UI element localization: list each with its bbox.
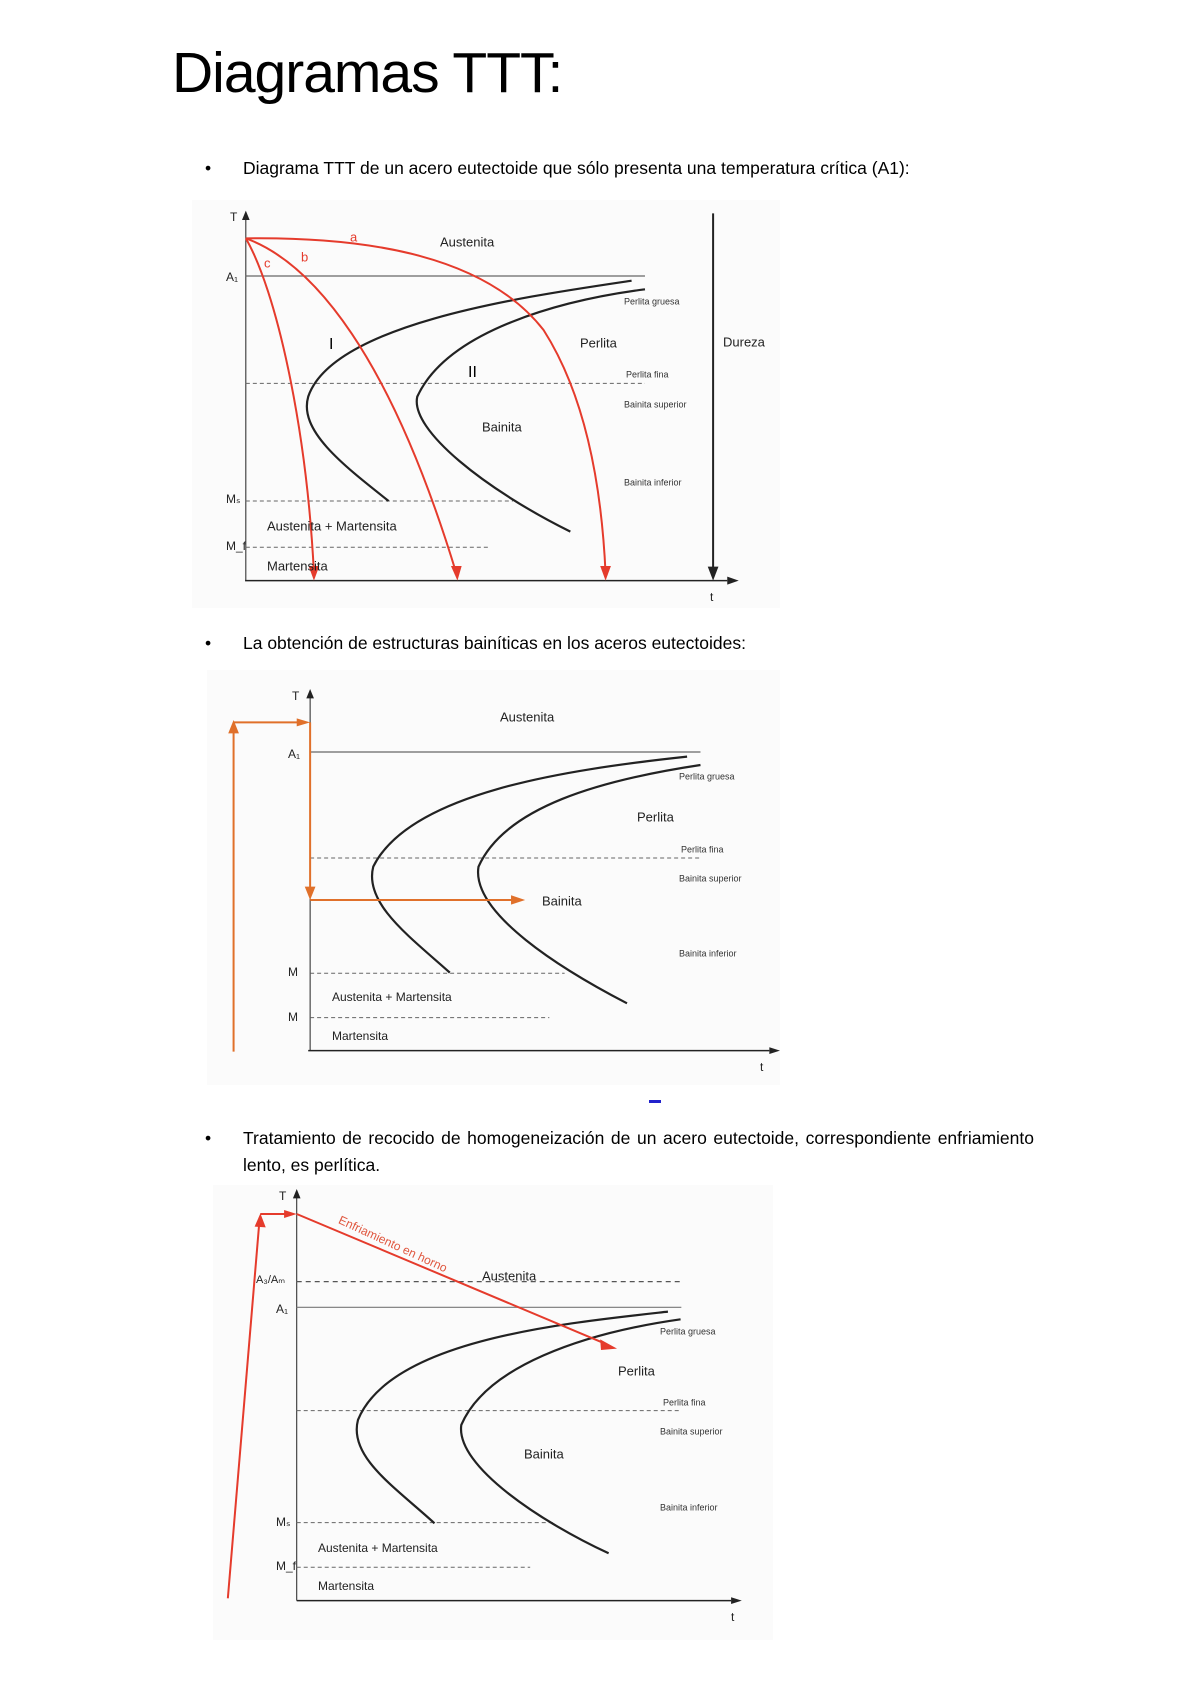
bainita-inferior-label: Bainita inferior: [679, 948, 737, 958]
dureza-label: Dureza: [723, 334, 766, 349]
arrow-down-icon: [304, 886, 316, 900]
ms-label: Mₛ: [226, 492, 240, 506]
page-title: Diagramas TTT:: [172, 41, 563, 105]
cursor-mark: [649, 1100, 661, 1103]
t-axis-label: T: [292, 689, 300, 703]
martensita-label: Martensita: [332, 1029, 388, 1043]
a1-label: A₁: [226, 270, 238, 284]
bainita-label: Bainita: [524, 1446, 565, 1461]
bainita-superior-label: Bainita superior: [624, 399, 687, 409]
temp-axis-arrow-icon: [241, 210, 250, 220]
martensita-label: Martensita: [267, 558, 328, 573]
austenita-martensita-label: Austenita + Martensita: [318, 1541, 438, 1555]
perlita-label: Perlita: [618, 1363, 656, 1378]
bullet-icon: •: [205, 633, 212, 653]
bainita-inferior-label: Bainita inferior: [660, 1502, 718, 1512]
a1-label: A₁: [276, 1302, 288, 1316]
cooling-curve-a: [246, 238, 606, 573]
bullet-text: La obtención de estructuras bainíticas e…: [243, 633, 746, 653]
ttt-diagram-homogenization: T t A₃/Aₘ A₁ Mₛ M_f Enfriamiento en horn…: [213, 1185, 773, 1640]
end-transformation-curve: [417, 289, 645, 531]
arrow-up-icon: [228, 719, 239, 734]
figure-background: [192, 200, 780, 608]
region-i-label: I: [329, 336, 333, 353]
perlita-gruesa-label: Perlita gruesa: [660, 1326, 716, 1336]
austenita-label: Austenita: [482, 1268, 537, 1283]
time-axis-arrow-icon: [727, 576, 739, 585]
ttt-diagram-bainite-treatment: T t A₁ M M Austenita Perlita gruesa Perl…: [207, 670, 780, 1085]
end-transformation-curve: [461, 1319, 681, 1553]
bainita-superior-label: Bainita superior: [679, 873, 742, 883]
figure-background: [207, 670, 780, 1085]
t-axis-label: T: [279, 1189, 287, 1203]
arrow-c-icon: [308, 565, 320, 581]
perlita-gruesa-label: Perlita gruesa: [624, 296, 680, 306]
ttt-diagram-cooling-curves: T t A₁ Mₛ M_f a b c Austenita Perlita gr…: [192, 200, 780, 608]
cooling-curve-c: [246, 238, 314, 573]
austenita-label: Austenita: [500, 709, 555, 724]
perlita-label: Perlita: [637, 809, 675, 824]
mf-label: M: [288, 1010, 298, 1024]
bainita-inferior-label: Bainita inferior: [624, 477, 682, 487]
furnace-cooling-path: [297, 1214, 607, 1344]
hardness-arrow-icon: [707, 566, 719, 581]
martensita-label: Martensita: [318, 1579, 374, 1593]
a3-acm-label: A₃/Aₘ: [256, 1274, 285, 1286]
arrow-cooling-icon: [600, 1339, 618, 1350]
bainita-superior-label: Bainita superior: [660, 1426, 723, 1436]
bainita-label: Bainita: [542, 893, 583, 908]
figure-background: [213, 1185, 773, 1640]
austenita-martensita-label: Austenita + Martensita: [332, 990, 452, 1004]
perlita-label: Perlita: [580, 335, 618, 350]
temp-axis-arrow-icon: [292, 1188, 301, 1199]
arrow-b-icon: [450, 565, 462, 581]
start-transformation-curve: [307, 281, 632, 501]
heating-path: [228, 1223, 259, 1598]
austenita-martensita-label: Austenita + Martensita: [267, 518, 397, 533]
end-transformation-curve: [478, 765, 700, 1003]
bullet-icon: •: [205, 1128, 212, 1148]
arrow-right-icon: [284, 1209, 297, 1218]
curve-c-label: c: [264, 255, 271, 270]
bullet-text: Tratamiento de recocido de homogeneizaci…: [243, 1128, 1034, 1175]
start-transformation-curve: [372, 757, 687, 973]
ms-label: Mₛ: [276, 1515, 290, 1529]
time-axis-label: t: [760, 1060, 764, 1074]
bullet-icon: •: [205, 158, 212, 178]
mf-label: M_f: [276, 1559, 297, 1573]
curve-a-label: a: [350, 229, 358, 244]
ms-label: M: [288, 965, 298, 979]
time-axis-arrow-icon: [769, 1047, 780, 1054]
temp-axis-arrow-icon: [306, 688, 314, 699]
time-axis-arrow-icon: [731, 1597, 742, 1604]
perlita-fina-label: Perlita fina: [681, 844, 724, 854]
a1-label: A₁: [288, 747, 300, 761]
time-axis-label: t: [710, 590, 714, 604]
start-transformation-curve: [357, 1312, 668, 1524]
mf-label: M_f: [226, 539, 247, 553]
t-axis-label: T: [230, 210, 238, 224]
bainita-label: Bainita: [482, 419, 523, 434]
region-ii-label: II: [468, 364, 477, 381]
bullet-text: Diagrama TTT de un acero eutectoide que …: [243, 158, 910, 178]
arrow-right-icon: [511, 895, 526, 905]
austenita-label: Austenita: [440, 234, 495, 249]
perlita-fina-label: Perlita fina: [663, 1397, 706, 1407]
arrow-up-icon: [254, 1213, 266, 1228]
arrow-a-icon: [600, 565, 611, 581]
perlita-fina-label: Perlita fina: [626, 369, 669, 379]
cooling-curve-b: [246, 238, 456, 573]
curve-b-label: b: [301, 249, 308, 264]
perlita-gruesa-label: Perlita gruesa: [679, 771, 735, 781]
time-axis-label: t: [731, 1610, 735, 1624]
arrow-right-icon: [296, 718, 311, 727]
